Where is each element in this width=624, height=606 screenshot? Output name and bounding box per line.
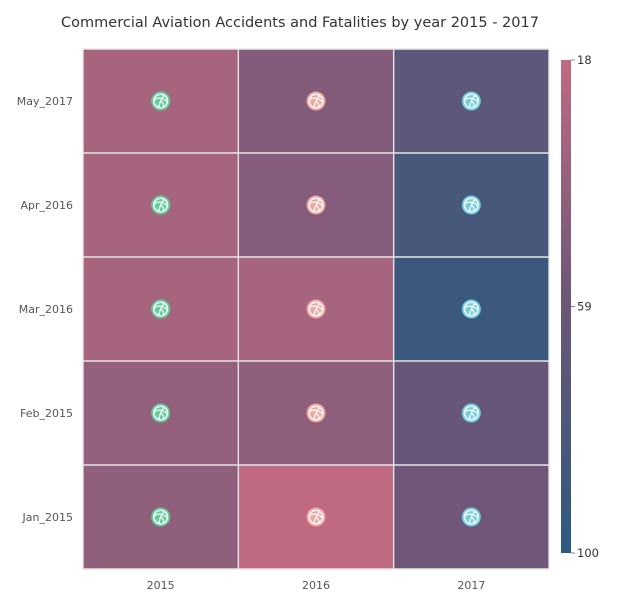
y-tick-label: Feb_2015 (20, 407, 73, 420)
cell-markers (151, 91, 481, 527)
x-tick-label: 2017 (457, 579, 485, 592)
volleyball-icon (461, 299, 481, 319)
legend-label: 59 (577, 300, 592, 314)
legend-label: 100 (577, 546, 599, 560)
volleyball-icon (151, 507, 171, 527)
volleyball-icon (461, 507, 481, 527)
volleyball-icon (151, 299, 171, 319)
volleyball-icon (306, 195, 326, 215)
y-tick-label: Apr_2016 (20, 199, 73, 212)
y-tick-label: Mar_2016 (19, 303, 73, 316)
legend-label: 18 (577, 53, 592, 67)
color-legend: 18 59 100 (561, 53, 599, 560)
x-tick-label: 2015 (147, 579, 175, 592)
volleyball-icon (306, 507, 326, 527)
y-tick-label: May_2017 (17, 95, 73, 108)
volleyball-icon (151, 91, 171, 111)
volleyball-icon (306, 403, 326, 423)
x-axis: 2015 2016 2017 (147, 579, 486, 592)
cell-borders (82, 48, 550, 570)
y-tick-label: Jan_2015 (22, 511, 73, 524)
chart-title: Commercial Aviation Accidents and Fatali… (61, 15, 539, 31)
volleyball-icon (151, 403, 171, 423)
volleyball-icon (461, 91, 481, 111)
legend-gradient-bar (561, 60, 571, 553)
volleyball-icon (151, 195, 171, 215)
volleyball-icon (306, 299, 326, 319)
volleyball-icon (461, 195, 481, 215)
volleyball-icon (306, 91, 326, 111)
y-axis: May_2017 Apr_2016 Mar_2016 Feb_2015 Jan_2015 (17, 95, 73, 524)
volleyball-icon (461, 403, 481, 423)
x-tick-label: 2016 (302, 579, 330, 592)
